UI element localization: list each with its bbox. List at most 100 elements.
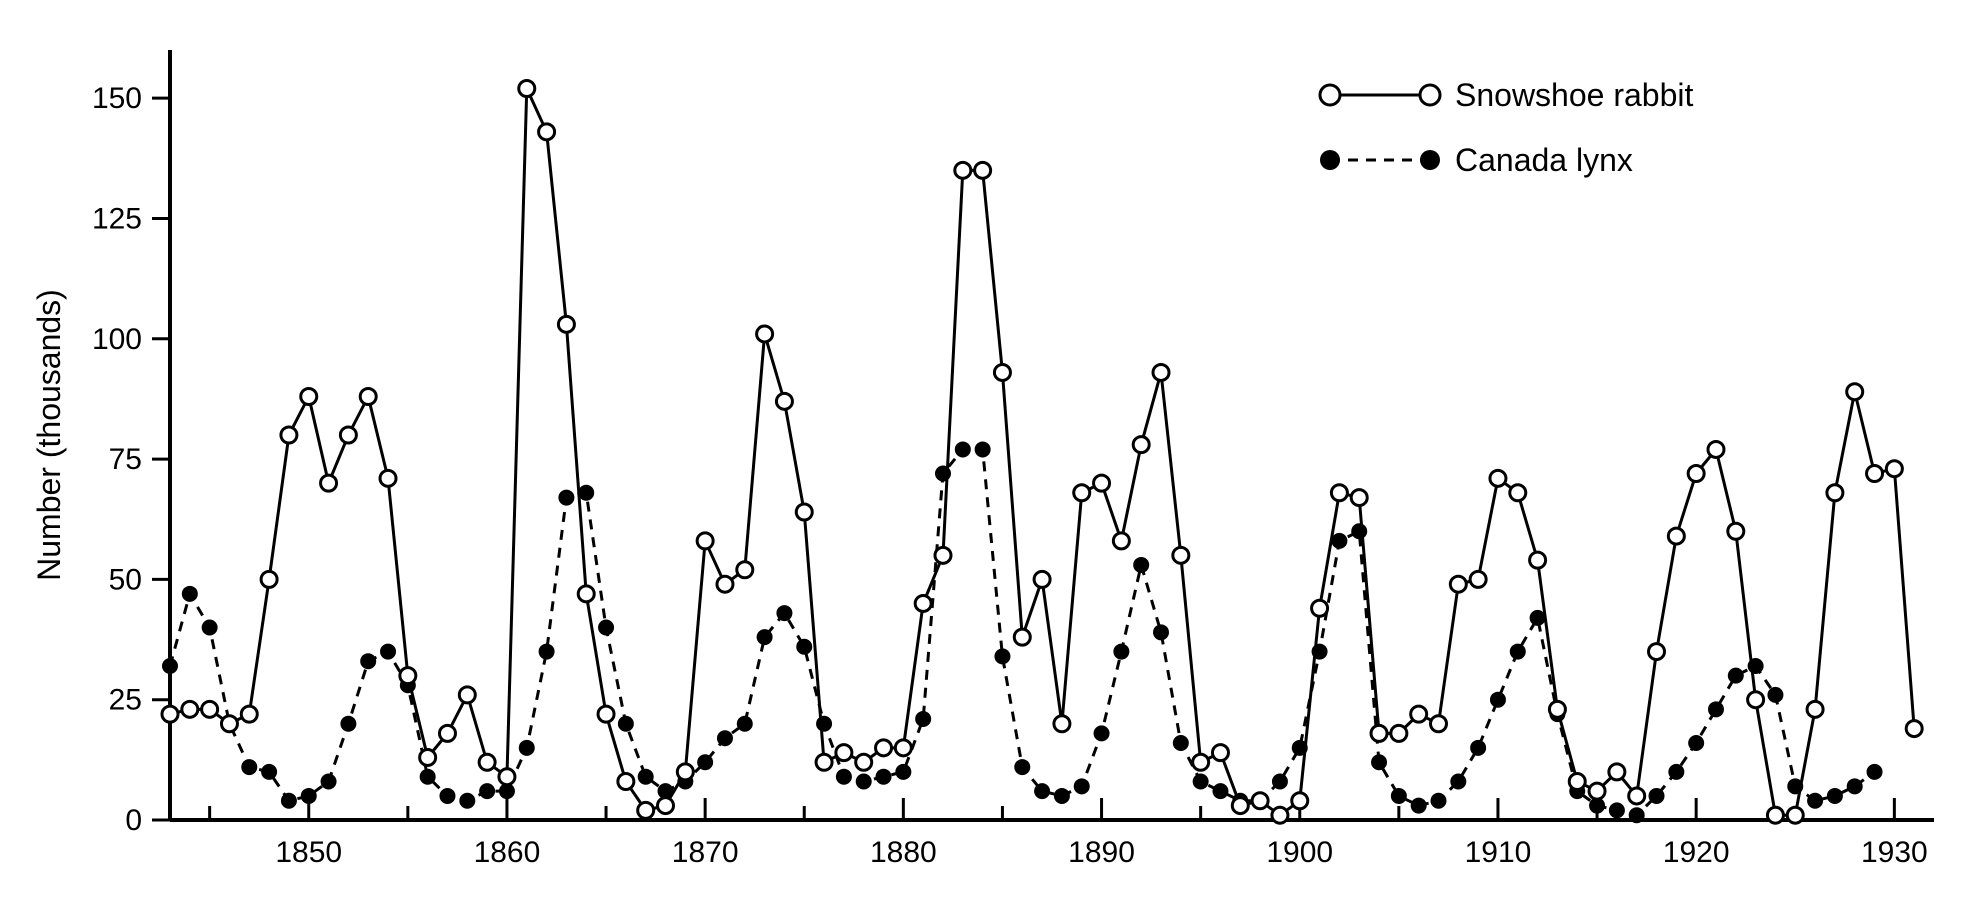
data-marker: [1173, 547, 1189, 563]
data-marker: [1034, 571, 1050, 587]
data-marker: [1153, 364, 1169, 380]
data-marker: [955, 441, 971, 457]
data-marker: [1212, 783, 1228, 799]
data-marker: [1708, 701, 1724, 717]
x-tick-label: 1910: [1465, 836, 1532, 869]
data-marker: [737, 562, 753, 578]
data-marker: [1212, 745, 1228, 761]
data-marker: [1113, 644, 1129, 660]
y-axis-label: Number (thousands): [31, 289, 67, 581]
data-marker: [1748, 692, 1764, 708]
data-marker: [717, 730, 733, 746]
data-marker: [816, 716, 832, 732]
data-marker: [1450, 576, 1466, 592]
data-marker: [1391, 788, 1407, 804]
data-marker: [1609, 764, 1625, 780]
data-marker: [1510, 644, 1526, 660]
data-marker: [915, 595, 931, 611]
data-marker: [598, 706, 614, 722]
data-marker: [1906, 721, 1922, 737]
data-marker: [1867, 764, 1883, 780]
data-marker: [301, 788, 317, 804]
data-marker: [895, 764, 911, 780]
data-marker: [975, 441, 991, 457]
x-tick-label: 1930: [1861, 836, 1928, 869]
y-tick-label: 100: [92, 323, 142, 356]
data-marker: [658, 798, 674, 814]
y-tick-label: 75: [109, 443, 142, 476]
data-marker: [1034, 783, 1050, 799]
data-marker: [1767, 807, 1783, 823]
data-marker: [539, 644, 555, 660]
data-marker: [1252, 793, 1268, 809]
data-marker: [1054, 788, 1070, 804]
data-marker: [1589, 783, 1605, 799]
data-marker: [1688, 735, 1704, 751]
data-marker: [677, 764, 693, 780]
legend-marker: [1420, 150, 1440, 170]
legend-label: Canada lynx: [1455, 142, 1633, 178]
data-marker: [1847, 384, 1863, 400]
y-tick-label: 0: [125, 804, 142, 837]
data-marker: [1847, 778, 1863, 794]
data-marker: [638, 802, 654, 818]
data-marker: [301, 389, 317, 405]
data-marker: [578, 586, 594, 602]
data-marker: [1649, 788, 1665, 804]
data-marker: [1490, 470, 1506, 486]
data-marker: [360, 653, 376, 669]
data-marker: [1827, 788, 1843, 804]
data-marker: [261, 764, 277, 780]
data-marker: [1668, 528, 1684, 544]
data-marker: [1668, 764, 1684, 780]
x-tick-label: 1880: [870, 836, 937, 869]
data-marker: [380, 470, 396, 486]
x-tick-label: 1850: [275, 836, 342, 869]
data-marker: [1649, 644, 1665, 660]
data-marker: [202, 701, 218, 717]
data-marker: [816, 754, 832, 770]
data-marker: [420, 769, 436, 785]
data-marker: [1113, 533, 1129, 549]
data-marker: [1549, 701, 1565, 717]
data-marker: [836, 745, 852, 761]
data-marker: [1569, 774, 1585, 790]
x-tick-label: 1920: [1663, 836, 1730, 869]
data-marker: [479, 783, 495, 799]
data-marker: [1331, 533, 1347, 549]
x-tick-label: 1900: [1266, 836, 1333, 869]
data-marker: [1272, 774, 1288, 790]
data-marker: [202, 620, 218, 636]
data-marker: [162, 706, 178, 722]
data-marker: [697, 754, 713, 770]
data-marker: [519, 740, 535, 756]
data-marker: [1133, 437, 1149, 453]
data-marker: [1688, 466, 1704, 482]
x-tick-label: 1870: [672, 836, 739, 869]
y-tick-label: 25: [109, 684, 142, 717]
data-marker: [519, 81, 535, 97]
data-marker: [1074, 485, 1090, 501]
data-marker: [638, 769, 654, 785]
data-marker: [1728, 668, 1744, 684]
data-marker: [321, 475, 337, 491]
data-marker: [1411, 706, 1427, 722]
data-marker: [360, 389, 376, 405]
data-marker: [1470, 571, 1486, 587]
legend-marker: [1420, 85, 1440, 105]
data-marker: [598, 620, 614, 636]
data-marker: [340, 716, 356, 732]
data-marker: [1430, 793, 1446, 809]
data-marker: [1351, 490, 1367, 506]
data-marker: [994, 364, 1010, 380]
data-marker: [1292, 793, 1308, 809]
data-marker: [162, 658, 178, 674]
data-marker: [241, 759, 257, 775]
data-marker: [1371, 725, 1387, 741]
data-marker: [935, 547, 951, 563]
x-tick-label: 1890: [1068, 836, 1135, 869]
data-marker: [1807, 701, 1823, 717]
y-tick-label: 150: [92, 82, 142, 115]
data-marker: [776, 393, 792, 409]
data-marker: [1153, 624, 1169, 640]
